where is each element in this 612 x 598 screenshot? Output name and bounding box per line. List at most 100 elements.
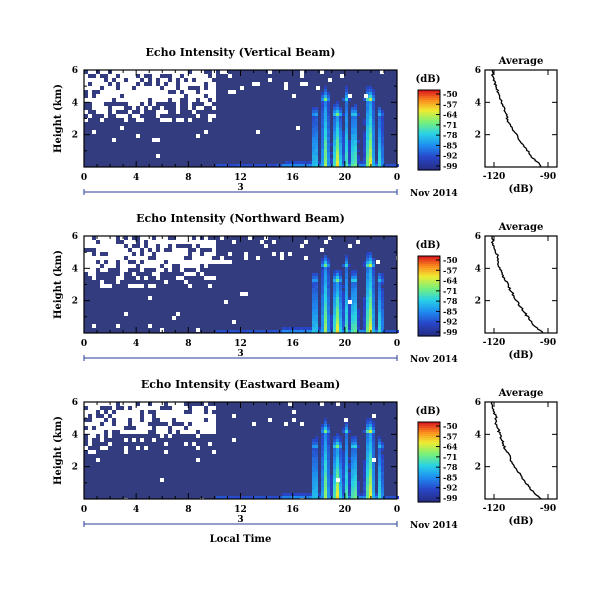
heatmap-cell: [339, 448, 342, 451]
missing-data-cell: [152, 284, 156, 288]
missing-data-cell: [280, 252, 284, 256]
missing-data-cell: [92, 272, 96, 276]
heatmap-cell: [336, 146, 339, 149]
missing-data-cell: [92, 264, 96, 268]
heatmap-cell: [339, 451, 342, 454]
heatmap-cell: [363, 496, 366, 499]
missing-data-cell: [128, 430, 132, 434]
heatmap-cell: [381, 128, 384, 131]
heatmap-cell: [381, 119, 384, 122]
heatmap-cell: [312, 128, 315, 131]
heatmap-cell: [363, 137, 366, 140]
heatmap-cell: [324, 146, 327, 149]
heatmap-cell: [309, 496, 312, 499]
missing-data-cell: [268, 70, 272, 74]
heatmap-cell: [228, 330, 231, 333]
heatmap-cell: [372, 324, 375, 327]
heatmap-cell: [321, 270, 324, 273]
heatmap-cell: [366, 107, 369, 110]
heatmap-cell: [321, 140, 324, 143]
heatmap-cell: [378, 324, 381, 327]
heatmap-cell: [369, 445, 372, 448]
heatmap-cell: [321, 101, 324, 104]
heatmap-cell: [366, 104, 369, 107]
missing-data-cell: [108, 244, 112, 248]
heatmap-cell: [315, 288, 318, 291]
heatmap-cell: [327, 442, 330, 445]
heatmap-cell: [339, 445, 342, 448]
colorbar-segment: [418, 484, 440, 487]
missing-data-cell: [100, 236, 104, 240]
missing-data-cell: [92, 86, 96, 90]
heatmap-cell: [339, 309, 342, 312]
heatmap-cell: [381, 306, 384, 309]
heatmap-cell: [321, 445, 324, 448]
heatmap-cell: [315, 475, 318, 478]
heatmap-cell: [363, 161, 366, 164]
heatmap-cell: [312, 282, 315, 285]
heatmap-cell: [300, 493, 303, 496]
heatmap-cell: [327, 131, 330, 134]
heatmap-cell: [327, 457, 330, 460]
heatmap-cell: [333, 496, 336, 499]
colorbar-segment: [418, 332, 440, 335]
heatmap-cell: [339, 164, 342, 167]
heatmap-cell: [369, 300, 372, 303]
missing-data-cell: [208, 240, 212, 244]
missing-data-cell: [116, 426, 120, 430]
x-axis-label: Local Time: [210, 534, 272, 545]
missing-data-cell: [148, 406, 152, 410]
heatmap-cell: [321, 161, 324, 164]
heatmap-cell: [369, 131, 372, 134]
heatmap-cell: [339, 131, 342, 134]
missing-data-cell: [212, 86, 216, 90]
heatmap-cell: [327, 469, 330, 472]
missing-data-cell: [300, 498, 304, 502]
missing-data-cell: [256, 256, 260, 260]
heatmap-cell: [378, 327, 381, 330]
colorbar-segment: [418, 456, 440, 459]
missing-data-cell: [180, 402, 184, 406]
heatmap-cell: [336, 490, 339, 493]
x-tick-label: 8: [185, 505, 191, 515]
heatmap-cell: [372, 282, 375, 285]
heatmap-cell: [351, 152, 354, 155]
heatmap-cell: [351, 137, 354, 140]
heatmap-cell: [366, 424, 369, 427]
missing-data-cell: [168, 410, 172, 414]
heatmap-cell: [363, 131, 366, 134]
heatmap-cell: [369, 149, 372, 152]
missing-data-cell: [132, 114, 136, 118]
heatmap-cell: [378, 436, 381, 439]
heatmap-cell: [372, 297, 375, 300]
heatmap-cell: [312, 119, 315, 122]
heatmap-cell: [219, 496, 222, 499]
heatmap-cell: [372, 273, 375, 276]
heatmap-cell: [321, 424, 324, 427]
missing-data-cell: [84, 244, 88, 248]
heatmap-cell: [363, 306, 366, 309]
heatmap-cell: [321, 478, 324, 481]
heatmap-cell: [333, 487, 336, 490]
heatmap-cell: [264, 164, 267, 167]
missing-data-cell: [200, 256, 204, 260]
heatmap-cell: [312, 312, 315, 315]
missing-data-cell: [112, 70, 116, 74]
heatmap-cell: [378, 155, 381, 158]
heatmap-cell: [369, 258, 372, 261]
heatmap-cell: [366, 86, 369, 89]
heatmap-cell: [345, 436, 348, 439]
heatmap-cell: [321, 282, 324, 285]
missing-data-cell: [220, 256, 224, 260]
heatmap-cell: [339, 315, 342, 318]
missing-data-cell: [96, 458, 100, 462]
heatmap-cell: [324, 98, 327, 101]
heatmap-cell: [336, 309, 339, 312]
heatmap-cell: [351, 324, 354, 327]
heatmap-cell: [330, 327, 333, 330]
missing-data-cell: [100, 102, 104, 106]
colorbar-tick-label: -57: [443, 431, 457, 441]
heatmap-cell: [348, 496, 351, 499]
missing-data-cell: [268, 418, 272, 422]
missing-data-cell: [120, 268, 124, 272]
